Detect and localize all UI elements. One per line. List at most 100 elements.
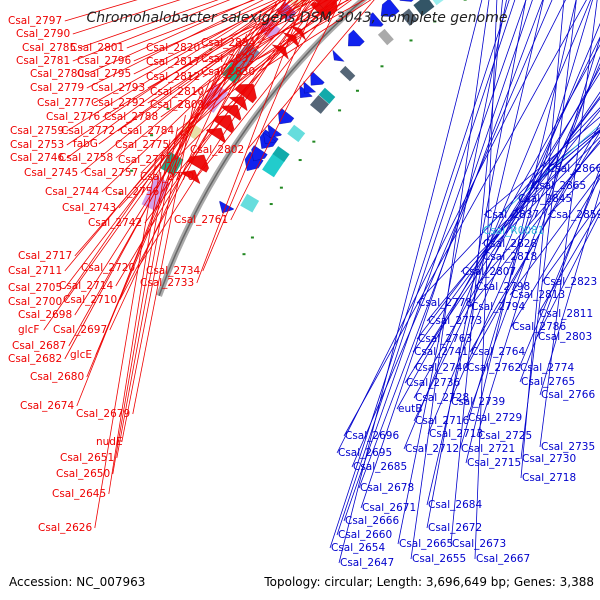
left-gene-label: glcF <box>18 324 39 336</box>
left-gene-label: Csal_2753 <box>10 139 64 151</box>
right-callout-line <box>459 0 593 450</box>
left-callout-line <box>117 0 308 132</box>
left-callout-line <box>137 0 311 269</box>
right-callout-line <box>469 131 600 353</box>
left-gene-label: Csal_2792 <box>91 97 145 109</box>
right-gene-label: Csal_2665 <box>399 538 453 550</box>
right-callout-line <box>450 0 503 545</box>
right-gene-label: Csal_2672 <box>428 522 482 534</box>
backbone-ring-core <box>158 0 365 297</box>
right-gene-label: Csal_2684 <box>428 499 482 511</box>
right-callout-line <box>541 201 600 283</box>
content-block <box>310 95 329 114</box>
right-gene-label: Csal_2774 <box>520 362 574 374</box>
forward-gene <box>213 115 235 133</box>
left-callout-line <box>64 0 282 303</box>
map-title: Chromohalobacter salexigens DSM 3043, co… <box>87 10 508 26</box>
right-callout-line <box>537 207 600 315</box>
content-block <box>400 8 418 26</box>
left-gene-label: Csal_2780 <box>30 68 84 80</box>
inner-feature-dot <box>298 159 302 162</box>
content-block <box>432 0 444 6</box>
right-gene-label: Csal_2845 <box>518 193 572 205</box>
inner-feature-dot <box>409 39 413 42</box>
left-gene-label: Csal_2793 <box>91 82 145 94</box>
outer-feature-dot <box>118 192 122 195</box>
left-gene-label: Csal_2776 <box>46 111 100 123</box>
right-callout-line <box>460 129 600 273</box>
left-gene-label: Csal_2757 <box>84 167 138 179</box>
left-gene-label: Csal_2775 <box>115 139 169 151</box>
reverse-gene <box>348 29 365 47</box>
left-callout-line <box>101 0 303 193</box>
right-gene-label: Csal_2818 <box>483 251 537 263</box>
right-callout-line <box>416 97 600 340</box>
right-gene-label: Csal_2763 <box>418 333 472 345</box>
left-callout-line <box>93 0 281 104</box>
right-callout-line <box>465 122 600 369</box>
left-gene-label: nudE <box>96 436 123 448</box>
outer-feature-dot <box>150 134 154 137</box>
left-gene-label: Csal_2758 <box>59 152 113 164</box>
right-callout-line <box>474 0 498 560</box>
reverse-gene <box>380 0 400 17</box>
left-callout-line <box>78 0 219 49</box>
content-block <box>272 146 290 162</box>
left-callout-line <box>108 152 163 495</box>
left-callout-line <box>66 0 285 146</box>
left-callout-line <box>64 56 229 360</box>
left-gene-label: Csal_2626 <box>38 522 92 534</box>
left-gene-label: Csal_2679 <box>76 408 130 420</box>
left-callout-line <box>202 0 340 78</box>
left-gene-label: Csal_2834 <box>201 37 255 49</box>
reverse-gene <box>399 0 414 2</box>
callout-lines <box>43 0 600 564</box>
accession-text: Accession: NC_007963 <box>9 575 145 589</box>
right-callout-line <box>426 0 527 529</box>
left-gene-label: Csal_2785 <box>22 42 76 54</box>
inner-feature-dot <box>433 20 437 23</box>
right-gene-label: Csal_2730 <box>522 453 576 465</box>
footer-band <box>0 572 600 600</box>
right-callout-line <box>343 0 587 437</box>
left-gene-label: Csal_2742 <box>88 217 142 229</box>
left-gene-label: Csal_2720 <box>81 262 135 274</box>
right-callout-line <box>410 0 490 560</box>
left-gene-label: Csal_2788 <box>104 111 158 123</box>
left-gene-label: Csal_2687 <box>12 340 66 352</box>
right-gene-label: Csal_2718 <box>522 472 576 484</box>
right-gene-label: Csal_2766 <box>541 389 595 401</box>
right-gene-label: Csal_2837 <box>485 209 539 221</box>
inner-feature-dot <box>269 203 273 206</box>
content-block <box>318 87 336 104</box>
left-gene-label: fabG <box>73 138 98 150</box>
right-gene-label: Csal_2741 <box>414 346 468 358</box>
right-callout-line <box>520 0 565 479</box>
left-callout-line <box>76 90 203 407</box>
left-gene-label: Csal_2795 <box>77 68 131 80</box>
right-gene-label: Csal_2762 <box>467 362 521 374</box>
right-gene-label: Csal_2713 <box>429 428 483 440</box>
content-block <box>240 193 260 213</box>
right-gene-label: Csal_2695 <box>338 447 392 459</box>
left-callout-line <box>86 79 211 378</box>
right-callout-line <box>519 167 600 383</box>
left-gene-label: Csal_2650 <box>56 468 110 480</box>
right-gene-label: Csal_2764 <box>471 346 525 358</box>
outer-feature-dot <box>166 107 170 110</box>
content-block <box>339 65 356 82</box>
right-gene-label: Csal_2735 <box>541 441 595 453</box>
left-gene-label: Csal_2756 <box>105 186 159 198</box>
left-callout-line <box>98 0 299 145</box>
inner-feature-dot <box>250 236 254 239</box>
left-gene-label: Csal_2772 <box>61 125 115 137</box>
content-block <box>287 124 306 143</box>
left-gene-label: Csal_2680 <box>30 371 84 383</box>
left-callout-line <box>230 0 342 221</box>
left-gene-label: Csal_2746 <box>10 152 64 164</box>
right-callout-line <box>343 0 527 522</box>
right-gene-label: Csal_2728 <box>415 392 469 404</box>
left-gene-label: Csal_2801 <box>70 42 124 54</box>
left-gene-label: Csal_2645 <box>52 488 106 500</box>
right-gene-label: Csal_2654 <box>331 542 385 554</box>
